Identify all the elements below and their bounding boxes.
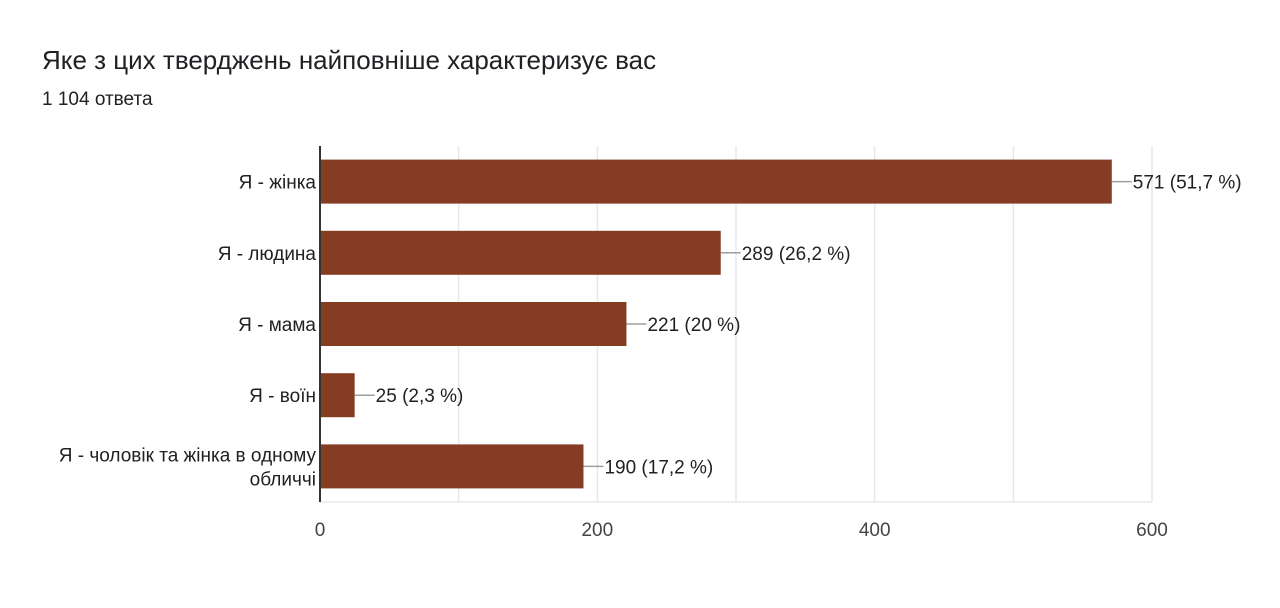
x-tick-label: 0: [315, 520, 326, 541]
category-label: Я - чоловік та жінка в одному: [59, 445, 317, 466]
bar: [320, 444, 584, 489]
data-label: 289 (26,2 %): [742, 244, 851, 265]
bar: [320, 159, 1112, 204]
x-tick-label: 600: [1136, 520, 1168, 541]
data-label: 571 (51,7 %): [1133, 173, 1242, 194]
x-tick-label: 200: [581, 520, 613, 541]
x-tick-label: 400: [859, 520, 891, 541]
category-label: Я - мама: [238, 315, 316, 336]
category-label: обличчі: [250, 469, 316, 490]
data-label: 25 (2,3 %): [376, 386, 464, 407]
data-label: 190 (17,2 %): [604, 457, 713, 478]
category-label: Я - жінка: [239, 173, 317, 194]
bar: [320, 302, 627, 346]
data-label: 221 (20 %): [647, 315, 740, 336]
bar: [320, 230, 721, 275]
response-count: 1 104 ответа: [42, 89, 153, 110]
bar: [320, 373, 355, 418]
category-label: Я - людина: [218, 244, 317, 265]
category-label: Я - воїн: [249, 386, 316, 407]
chart-title: Яке з цих тверджень найповніше характери…: [42, 45, 657, 75]
